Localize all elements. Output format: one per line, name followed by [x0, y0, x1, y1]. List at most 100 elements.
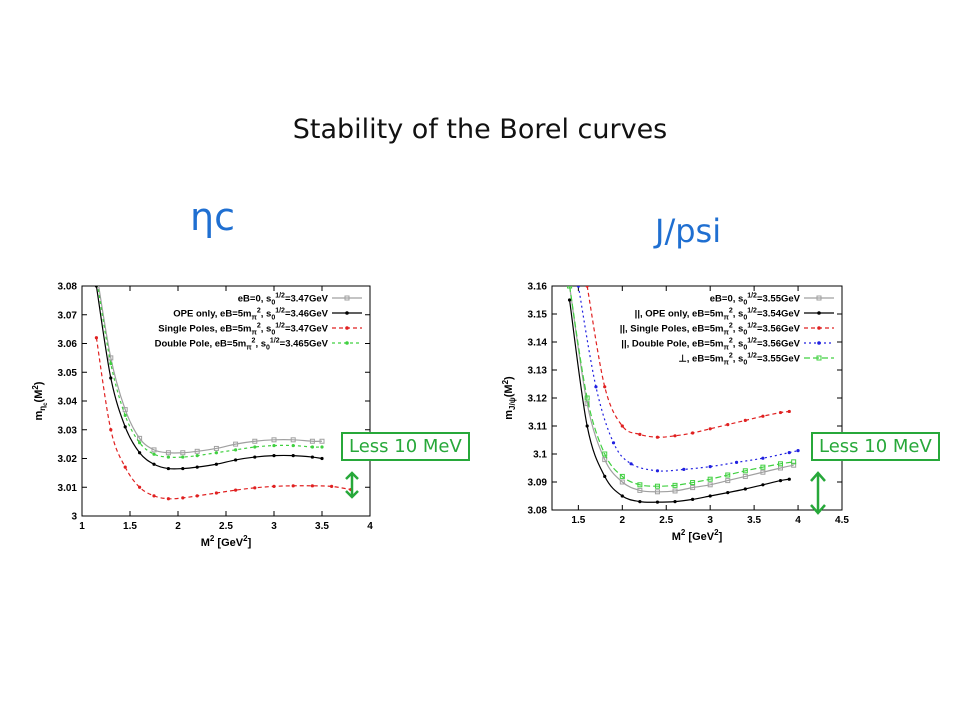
series-line-1	[568, 299, 790, 503]
data-point	[180, 450, 186, 456]
data-point	[290, 437, 296, 443]
y-tick-label: 3.04	[58, 397, 78, 408]
data-point	[272, 484, 276, 488]
x-tick-label: 2	[620, 515, 626, 526]
data-point	[310, 484, 314, 488]
data-point	[567, 298, 572, 302]
data-point	[123, 425, 127, 429]
data-point	[620, 424, 624, 428]
data-point	[195, 465, 199, 469]
y-tick-label: 3.16	[528, 282, 548, 293]
data-point	[585, 424, 589, 428]
x-tick-label: 4	[367, 521, 373, 532]
y-tick-label: 3.11	[528, 422, 547, 433]
y-tick-label: 3.13	[528, 366, 548, 377]
data-point	[611, 441, 616, 445]
data-point	[682, 467, 686, 471]
legend-marker-3	[817, 341, 821, 345]
data-point	[181, 466, 185, 471]
data-point	[619, 479, 625, 485]
j-psi-borel-chart: 3.08 3.09 3.1 3.11 3.12 3.13 3.14 3.15 3.16 1.5 2 2…	[501, 282, 849, 544]
data-point	[94, 286, 98, 288]
slide-title: Stability of the Borel curves	[292, 114, 668, 145]
x-axis-label: M2 [GeV2]	[672, 528, 723, 543]
data-point	[673, 500, 677, 504]
data-point	[291, 484, 295, 488]
y-tick-label: 3.02	[58, 454, 78, 465]
data-point	[742, 468, 748, 474]
data-point	[138, 441, 142, 445]
data-point	[195, 494, 199, 498]
legend-marker-2	[345, 326, 349, 330]
legend-label-3: ||, Double Pole, eB=5mπ2, s01/2=3.56GeV	[621, 338, 800, 352]
legend-label-0: eB=0, s01/2=3.55GeV	[710, 293, 801, 307]
data-point	[181, 496, 185, 500]
legend-label-0: eB=0, s01/2=3.47GeV	[238, 293, 329, 307]
data-point	[214, 491, 218, 495]
x-tick-label: 4	[795, 515, 801, 526]
data-point	[195, 454, 199, 458]
data-point	[655, 500, 660, 504]
data-point	[108, 355, 114, 361]
data-point	[214, 451, 218, 455]
x-tick-label: 2.5	[659, 515, 673, 526]
data-point	[725, 478, 731, 484]
data-point	[725, 472, 731, 478]
data-point	[708, 427, 712, 431]
series-line-0	[98, 286, 323, 454]
data-point	[585, 286, 589, 288]
data-point	[567, 286, 573, 289]
x-tick-label: 1.5	[571, 515, 585, 526]
data-point	[234, 458, 238, 462]
data-point	[691, 497, 695, 501]
data-point	[109, 362, 113, 366]
data-point	[291, 443, 295, 448]
data-point	[584, 395, 590, 401]
x-tick-label: 4.5	[835, 515, 849, 526]
series-group	[567, 286, 800, 504]
data-point	[137, 435, 143, 441]
x-tick-label: 2	[175, 521, 181, 532]
y-axis-label: mJ/ψ(M2)	[501, 376, 517, 420]
series-line-2	[95, 337, 351, 500]
data-point	[726, 491, 730, 495]
data-point	[787, 409, 791, 414]
data-point	[109, 428, 113, 432]
legend-marker-3	[345, 341, 349, 345]
eta-c-borel-chart: 3 3.01 3.02 3.03 3.04 3.05 3.06 3.07 3.08 1 1.5 2 2.…	[31, 282, 373, 550]
data-point	[761, 414, 765, 418]
x-tick-label: 3.5	[747, 515, 761, 526]
data-point	[791, 459, 797, 465]
data-point	[181, 455, 185, 459]
y-tick-label: 3.08	[528, 506, 548, 517]
data-point	[691, 431, 695, 435]
data-point	[151, 447, 157, 453]
x-tick-label: 1	[79, 521, 85, 532]
data-point	[602, 457, 608, 463]
right-difference-note: Less 10 MeV	[811, 432, 940, 461]
data-point	[234, 488, 238, 492]
data-point	[690, 485, 696, 491]
data-point	[638, 500, 642, 504]
data-point	[791, 462, 797, 468]
x-tick-label: 1.5	[123, 521, 137, 532]
series-line-3	[577, 286, 799, 472]
y-tick-label: 3.03	[58, 425, 78, 436]
left-difference-note: Less 10 MeV	[341, 432, 470, 461]
data-point	[637, 482, 643, 488]
data-point	[576, 286, 580, 288]
y-tick-label: 3.14	[528, 338, 548, 349]
eta-c-label: ηc	[190, 195, 235, 239]
data-point	[253, 455, 257, 459]
data-point	[629, 462, 633, 466]
data-point	[271, 437, 277, 443]
j-psi-label: J/psi	[655, 212, 722, 250]
data-point	[272, 443, 276, 448]
data-point	[309, 438, 315, 444]
y-tick-label: 3.15	[528, 310, 548, 321]
y-axis-label: mηc(M2)	[31, 381, 49, 420]
data-point	[796, 449, 800, 453]
y-tick-label: 3.09	[528, 478, 548, 489]
data-point	[213, 445, 219, 451]
data-point	[654, 483, 660, 489]
